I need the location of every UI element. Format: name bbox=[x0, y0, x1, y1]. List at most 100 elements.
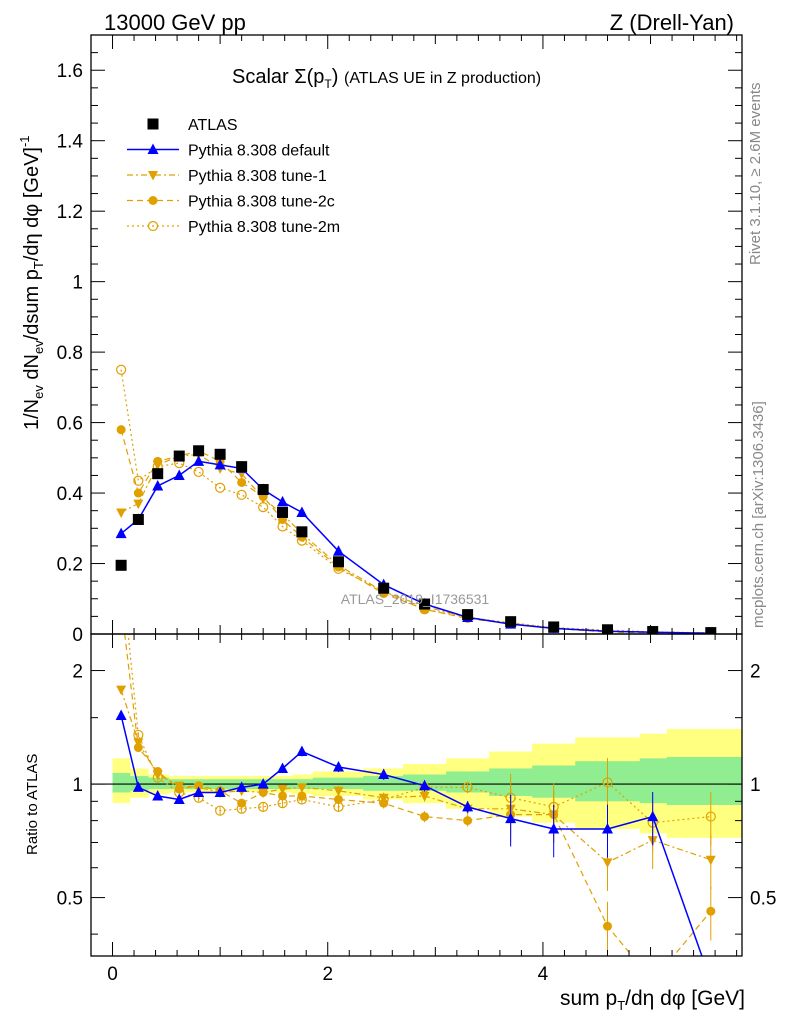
data-point-default bbox=[332, 545, 344, 556]
uncertainty-band-inner bbox=[363, 776, 404, 791]
data-point-tune1 bbox=[116, 508, 127, 518]
x-tick-label: 0 bbox=[107, 964, 118, 985]
data-point-atlas bbox=[647, 626, 659, 634]
data-point-atlas bbox=[378, 582, 390, 594]
ratio-y-tick-label: 1 bbox=[72, 775, 83, 796]
ratio-point-tune1 bbox=[705, 855, 716, 866]
ratio-point-default bbox=[378, 768, 390, 780]
legend-item-atlas: ATLAS bbox=[147, 117, 238, 134]
ratio-point-default bbox=[332, 760, 344, 772]
ratio-point-tune2m bbox=[215, 805, 226, 816]
data-point-tune2m bbox=[116, 364, 127, 375]
ratio-point-default bbox=[173, 793, 185, 805]
legend-item-tune1: Pythia 8.308 tune-1 bbox=[127, 168, 327, 185]
data-point-atlas bbox=[505, 616, 517, 628]
y-tick-label: 1.2 bbox=[57, 202, 83, 223]
legend-label: Pythia 8.308 tune-2c bbox=[188, 194, 335, 211]
data-point-atlas bbox=[214, 448, 226, 460]
ratio-frame bbox=[90, 633, 743, 957]
series-line-default bbox=[120, 460, 711, 634]
uncertainty-band-inner bbox=[312, 777, 364, 790]
ratio-y-tick-label: 2 bbox=[72, 662, 83, 683]
ratio-point-tune1 bbox=[116, 685, 127, 696]
ratio-y-tick-label: 0.5 bbox=[57, 889, 83, 910]
y-tick-label: 1 bbox=[72, 273, 83, 294]
ratio-point-default bbox=[419, 779, 431, 791]
ratio-panel bbox=[91, 634, 742, 986]
data-point-atlas bbox=[548, 621, 560, 633]
data-point-default bbox=[152, 480, 164, 491]
y-tick-label: 0.4 bbox=[57, 484, 84, 505]
ratio-point-tune1 bbox=[333, 786, 344, 797]
legend-label: Pythia 8.308 tune-2m bbox=[188, 219, 340, 236]
data-point-atlas bbox=[705, 627, 717, 634]
uncertainty-band-inner bbox=[639, 758, 668, 804]
data-point-tune2c bbox=[237, 477, 247, 487]
y-tick-label: 1.4 bbox=[57, 132, 84, 153]
data-point-default bbox=[115, 527, 127, 539]
legend-item-tune2m: Pythia 8.308 tune-2m bbox=[127, 219, 340, 236]
ratio-y-tick-label-right: 2 bbox=[750, 662, 761, 683]
ratio-point-default bbox=[115, 709, 127, 720]
series-tune1 bbox=[116, 450, 716, 634]
ratio-point-tune1 bbox=[277, 785, 288, 795]
series-atlas bbox=[115, 445, 717, 634]
ratio-point-default bbox=[647, 810, 659, 822]
ratio-point-default bbox=[505, 812, 517, 824]
mcplots-label: mcplots.cern.ch [arXiv:1306.3436] bbox=[750, 401, 767, 628]
data-point-tune2c bbox=[116, 425, 126, 435]
rivet-version-label: Rivet 3.1.10, ≥ 2.6M events bbox=[747, 83, 764, 266]
y-tick-label: 1.6 bbox=[57, 61, 83, 82]
analysis-watermark: ATLAS_2019_I1736531 bbox=[341, 591, 490, 607]
data-point-atlas bbox=[173, 450, 185, 462]
data-point-default bbox=[214, 458, 226, 470]
legend: ATLAS Pythia 8.308 default Pythia 8.308 tu… bbox=[127, 117, 340, 236]
legend-item-tune2c: Pythia 8.308 tune-2c bbox=[127, 194, 335, 211]
ratio-point-default bbox=[601, 823, 613, 834]
y-tick-label: 0.2 bbox=[57, 555, 83, 576]
data-point-atlas bbox=[462, 609, 474, 621]
data-point-atlas bbox=[193, 445, 205, 457]
y-tick-label: 0.8 bbox=[57, 343, 83, 364]
data-point-atlas bbox=[152, 468, 164, 480]
data-point-atlas bbox=[257, 484, 269, 496]
legend-marker bbox=[147, 220, 159, 232]
legend-item-default: Pythia 8.308 default bbox=[127, 143, 330, 160]
ratio-point-default bbox=[277, 762, 289, 773]
x-tick-label: 4 bbox=[538, 964, 549, 985]
data-point-atlas bbox=[419, 598, 431, 610]
ratio-point-tune1 bbox=[419, 791, 430, 802]
data-point-atlas bbox=[236, 461, 248, 473]
header-right: Z (Drell-Yan) bbox=[610, 10, 734, 35]
ratio-point-tune2m bbox=[462, 782, 473, 793]
ratio-point-default bbox=[152, 789, 164, 801]
data-point-tune2m bbox=[236, 489, 247, 500]
main-y-axis-title: 1/Nev dNev/dsum pT/dη dφ [GeV]-1 bbox=[17, 135, 46, 430]
ratio-point-tune2c bbox=[463, 816, 473, 826]
uncertainty-band-inner bbox=[666, 756, 742, 806]
ratio-point-tune2c bbox=[648, 977, 657, 986]
y-tick-label: 0 bbox=[72, 625, 83, 646]
legend-marker bbox=[147, 143, 159, 154]
ratio-point-tune2c bbox=[420, 812, 430, 822]
data-point-default bbox=[173, 469, 185, 480]
ratio-point-default bbox=[257, 778, 269, 789]
legend-label: ATLAS bbox=[188, 117, 238, 134]
ratio-point-tune2m bbox=[258, 801, 269, 812]
ratio-y-axis-title: Ratio to ATLAS bbox=[24, 754, 41, 855]
uncertainty-band-inner bbox=[148, 777, 169, 790]
x-axis-title: sum pT/dη dφ [GeV] bbox=[560, 987, 745, 1013]
legend-marker bbox=[148, 196, 158, 205]
legend-label: Pythia 8.308 tune-1 bbox=[188, 168, 327, 185]
data-point-default bbox=[277, 495, 289, 507]
data-point-tune2m bbox=[193, 466, 204, 478]
ratio-point-tune2c bbox=[602, 921, 612, 931]
data-point-atlas bbox=[115, 559, 127, 571]
ratio-point-tune2c bbox=[333, 795, 343, 805]
data-point-tune2c bbox=[133, 488, 143, 498]
ratio-point-default bbox=[214, 786, 226, 797]
data-point-tune2m bbox=[133, 475, 144, 486]
data-point-atlas bbox=[277, 506, 289, 518]
axes: 0 0.2 0.4 0.6 0.8 1 1.2 1.4 1.6 0 2 4 0.5 0.5 1 1 2 2 bbox=[57, 34, 776, 985]
